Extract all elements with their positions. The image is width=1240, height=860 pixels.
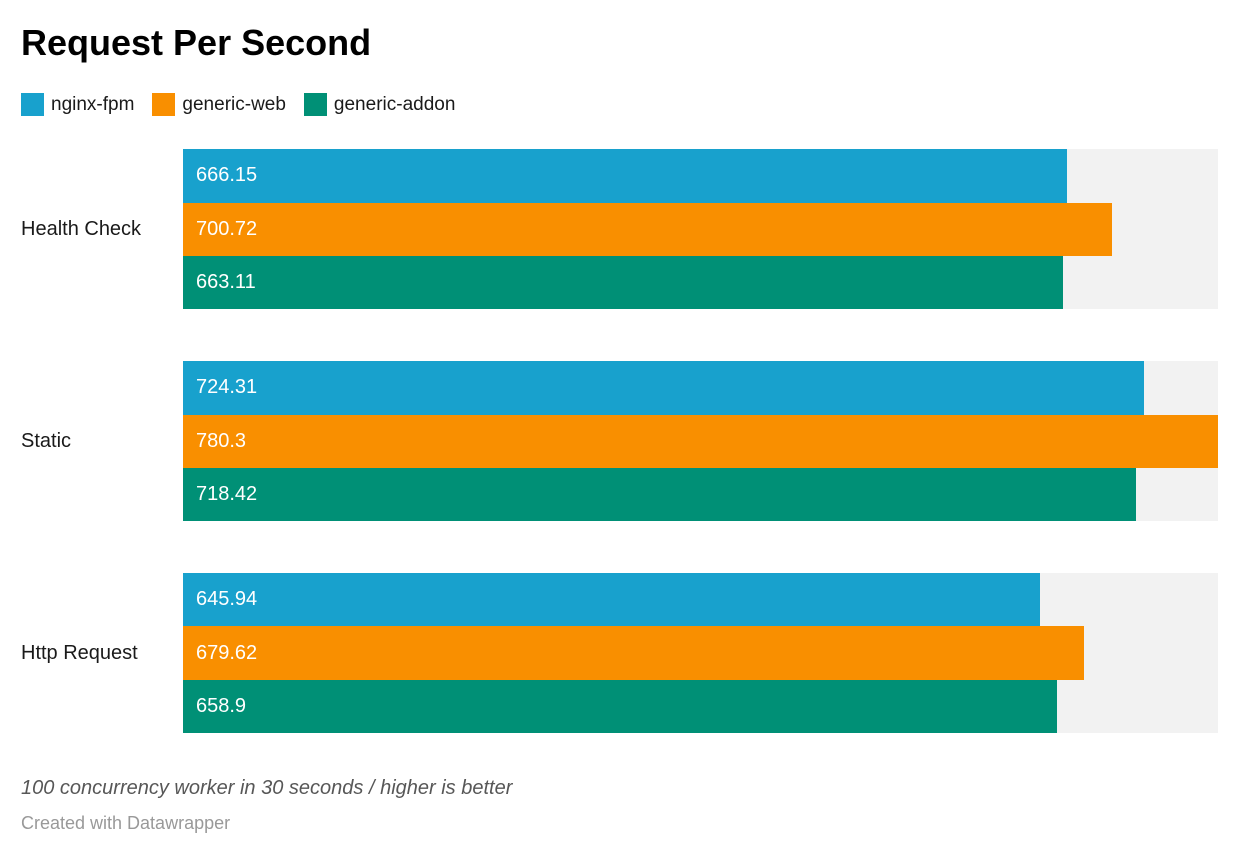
bar-rows: 645.94 679.62 658.9: [183, 573, 1218, 734]
bar-generic-web: 679.62: [183, 626, 1085, 680]
bar-track: 700.72: [183, 202, 1218, 256]
legend-item-generic-web: generic-web: [152, 93, 286, 117]
legend-item-nginx-fpm: nginx-fpm: [21, 93, 135, 117]
legend-label: nginx-fpm: [51, 94, 135, 116]
legend-swatch-icon: [303, 93, 327, 117]
bar-nginx-fpm: 666.15: [183, 149, 1067, 203]
bar-value-label: 724.31: [196, 376, 258, 399]
legend-label: generic-addon: [333, 94, 456, 116]
bar-track: 645.94: [183, 573, 1218, 627]
legend-swatch-icon: [21, 93, 44, 117]
chart-note: 100 concurrency worker in 30 seconds / h…: [21, 777, 513, 800]
chart-title: Request Per Second: [21, 22, 372, 63]
bar-generic-addon: 718.42: [183, 467, 1136, 522]
bar-generic-addon: 663.11: [183, 255, 1063, 310]
bar-rows: 666.15 700.72 663.11: [183, 149, 1218, 310]
category-label: Static: [21, 429, 72, 452]
bar-generic-web: 780.3: [183, 414, 1218, 468]
bar-nginx-fpm: 724.31: [183, 361, 1144, 415]
bar-value-label: 663.11: [196, 271, 256, 293]
bar-value-label: 666.15: [196, 164, 258, 187]
bar-nginx-fpm: 645.94: [183, 573, 1040, 627]
bar-group: Health Check 666.15 700.72 663.11: [21, 149, 1218, 310]
bar-value-label: 700.72: [196, 217, 258, 240]
bar-track: 658.9: [183, 679, 1218, 734]
bar-track: 780.3: [183, 414, 1218, 468]
bar-track: 666.15: [183, 149, 1218, 203]
bar-generic-web: 700.72: [183, 202, 1113, 256]
bar-chart: Health Check 666.15 700.72 663.11 Static 724.…: [21, 149, 1218, 734]
bar-rows: 724.31 780.3 718.42: [183, 361, 1218, 522]
bar-value-label: 645.94: [196, 588, 258, 611]
bar-value-label: 780.3: [196, 429, 247, 452]
bar-value-label: 718.42: [196, 482, 258, 505]
attribution: Created with Datawrapper: [21, 813, 231, 834]
bar-value-label: 658.9: [196, 694, 247, 717]
legend-swatch-icon: [152, 93, 176, 117]
legend: nginx-fpm generic-web generic-addon: [21, 93, 1218, 117]
legend-item-generic-addon: generic-addon: [303, 93, 456, 117]
bar-track: 679.62: [183, 626, 1218, 680]
legend-label: generic-web: [182, 94, 286, 116]
bar-track: 718.42: [183, 467, 1218, 522]
bar-group: Static 724.31 780.3 718.42: [21, 361, 1218, 522]
category-label: Health Check: [21, 217, 142, 240]
bar-generic-addon: 658.9: [183, 679, 1057, 734]
bar-track: 663.11: [183, 255, 1218, 310]
bar-value-label: 679.62: [196, 641, 258, 664]
bar-group: Http Request 645.94 679.62 658.9: [21, 573, 1218, 734]
bar-track: 724.31: [183, 361, 1218, 415]
category-label: Http Request: [21, 641, 138, 664]
